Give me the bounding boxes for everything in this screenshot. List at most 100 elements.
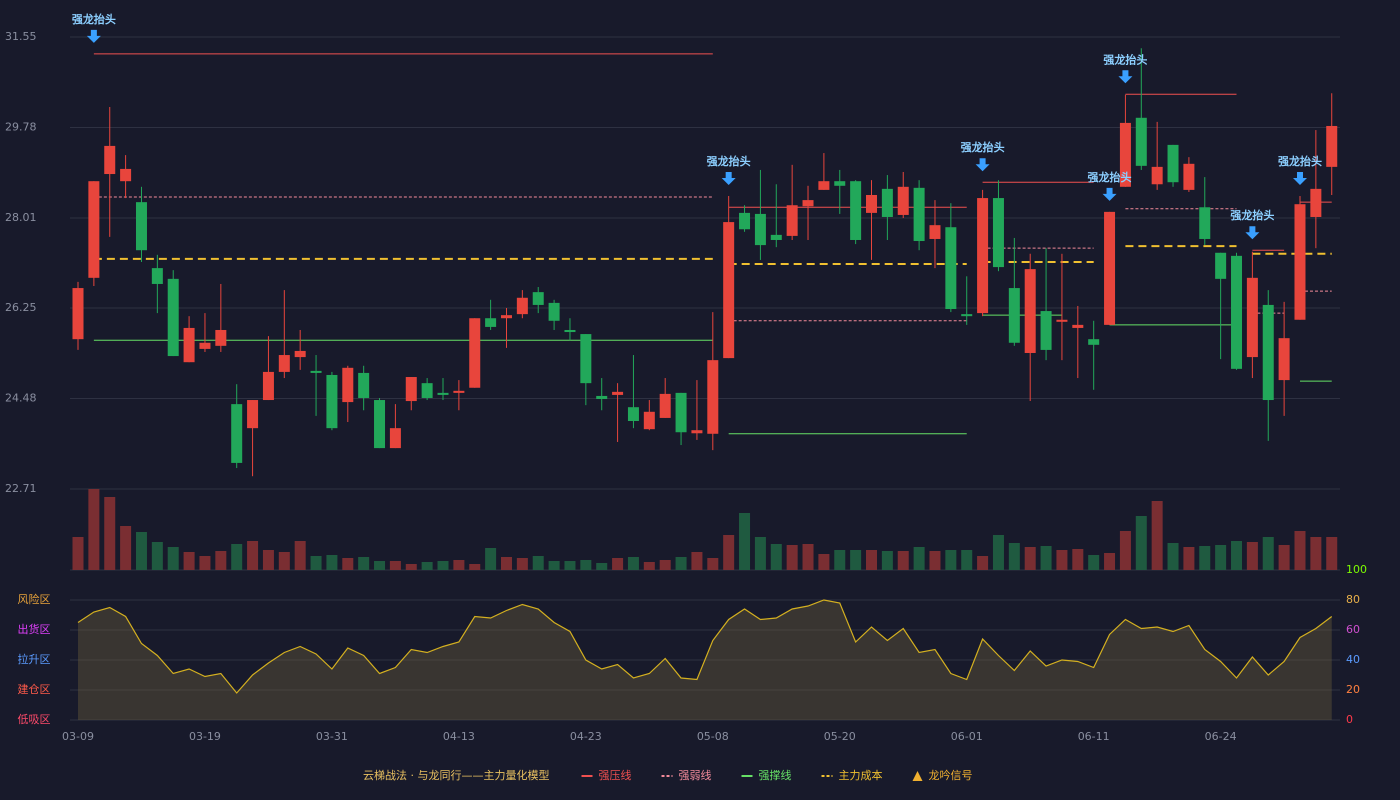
volume-bar [992,535,1004,570]
candle-body [1199,207,1211,239]
candle-body [881,188,893,217]
volume-bar [1056,550,1068,570]
candle-body [754,213,766,246]
x-tick-label: 05-20 [824,730,856,743]
candle-body [580,334,592,384]
signal-arrow [1118,70,1133,84]
y-tick-label: 26.25 [5,301,37,314]
indicator-tick-label: 80 [1346,593,1360,606]
candle-body [1088,339,1100,345]
volume-bar [977,556,989,570]
candle-body [310,370,322,373]
indicator-tick-label: 40 [1346,653,1360,666]
signal-label: 强龙抬头 [1278,154,1322,168]
volume-bar [532,556,544,570]
volume-bar [469,564,481,570]
y-tick-label: 31.55 [5,30,37,43]
candle-body [532,292,544,305]
volume-bar [818,554,830,570]
candle-body [1104,211,1116,325]
candle-body [945,227,957,310]
volume-bar [1215,545,1227,570]
y-tick-label: 28.01 [5,211,37,224]
candle-body [961,314,973,317]
volume-bar [342,558,354,570]
candle-body [866,194,877,213]
volume-bar [929,551,941,570]
candle-body [516,297,528,315]
candle-body [1024,269,1036,353]
x-tick-label: 03-31 [316,730,348,743]
candle-body [548,302,560,321]
x-tick-label: 04-13 [443,730,475,743]
volume-bar [802,544,814,570]
candle-body [1135,117,1147,166]
volume-bar [675,557,687,570]
candle-body [929,225,941,239]
legend-icon [912,771,923,781]
candle-body [199,342,211,349]
candle-body [135,202,147,251]
candle-body [120,168,132,182]
volume-bar [1231,541,1243,570]
volume-bar [247,541,259,570]
candle-body [215,329,227,346]
volume-bar [1024,547,1036,570]
candle-body [151,268,163,284]
volume-bar [627,557,639,570]
candle-body [564,329,576,333]
zone-label: 出货区 [18,622,51,636]
candle-body [834,181,846,186]
volume-bar [897,551,909,570]
x-tick-label: 03-19 [189,730,221,743]
volume-bar [1040,546,1052,570]
candle-body [1151,166,1163,185]
candle-body [389,428,401,449]
candle-body [342,367,354,403]
candle-body [437,392,449,395]
candle-body [88,181,100,278]
zone-label: 拉升区 [18,652,51,666]
volume-bar [1326,537,1338,570]
volume-bar [500,557,512,570]
candle-body [802,200,814,207]
candle-body [262,371,274,401]
volume-bar [707,558,719,570]
candle-body [612,391,624,395]
candle-body [72,288,84,340]
signal-arrow [1292,172,1307,186]
candle-body [1326,125,1338,167]
x-tick-label: 06-11 [1078,730,1110,743]
volume-bar [643,562,655,570]
volume-bar [1294,531,1306,570]
volume-bar [659,560,671,570]
candle-body [104,145,116,175]
candle-body [485,318,497,327]
candle-body [739,212,751,230]
volume-bar [1278,545,1290,570]
candle-body [897,186,909,215]
signal-arrow [1102,187,1117,201]
candle-body [627,407,639,421]
candle-body [421,383,433,398]
candle-body [500,315,512,319]
candle-body [850,181,862,240]
volume-bar [1167,543,1179,570]
candle-body [183,327,195,363]
candle-body [1278,338,1290,381]
volume-bar [1072,549,1084,570]
legend-label: 强弱线 [679,768,712,782]
legend-title: 云梯战法 · 与龙同行——主力量化模型 [363,768,550,782]
signal-arrow [721,172,736,186]
candle-body [1310,188,1322,217]
volume-bar [120,526,132,570]
legend-label: 强压线 [599,768,632,782]
volume-bar [850,550,862,570]
volume-bar [199,556,211,570]
legend-label: 龙吟信号 [929,768,973,782]
candle-body [405,377,417,402]
candle-body [453,390,465,393]
candle-body [913,187,925,242]
volume-bar [183,552,195,570]
volume-bar [215,551,227,570]
